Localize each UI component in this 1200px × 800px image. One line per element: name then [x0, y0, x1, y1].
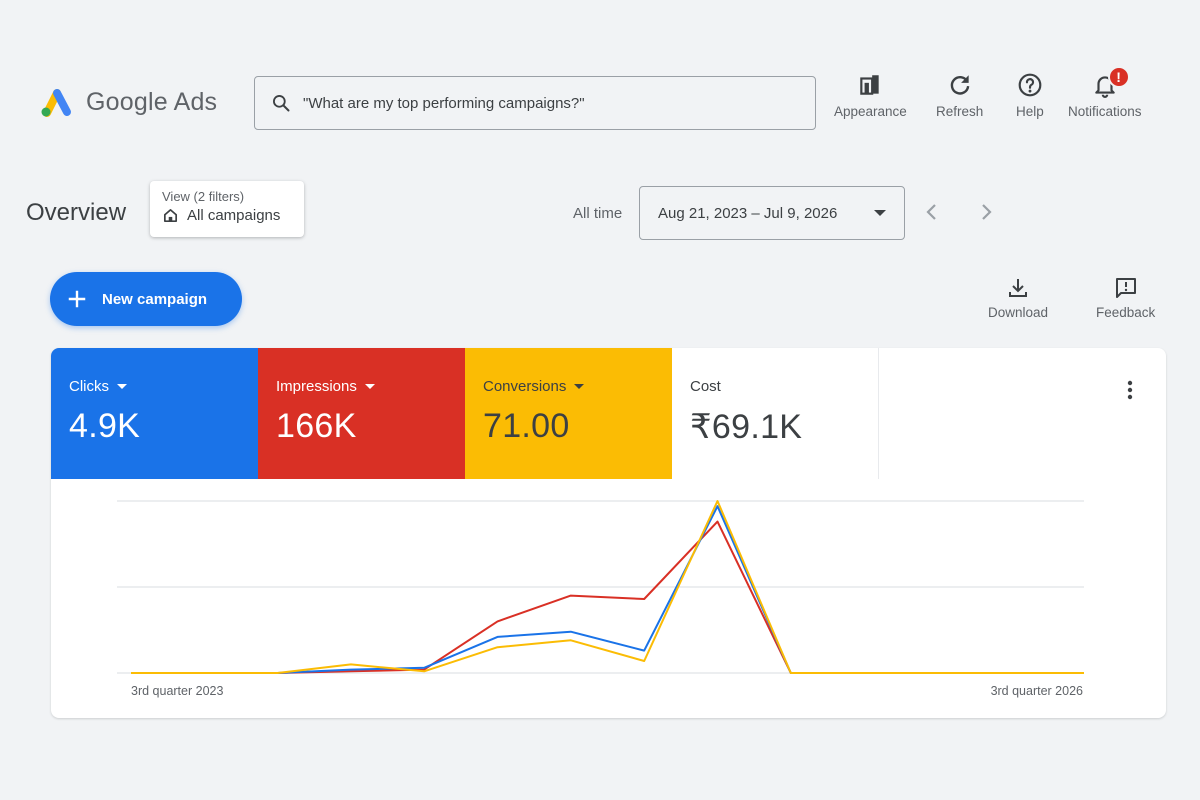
performance-card: Clicks 4.9K Impressions 166K Conversions… [51, 348, 1166, 718]
chart-series-line [131, 500, 1084, 674]
google-ads-mark-icon [41, 89, 71, 117]
help-label: Help [1016, 104, 1044, 119]
metric-label: Conversions [483, 378, 567, 395]
help-button[interactable]: Help [1016, 72, 1044, 119]
help-icon [1018, 73, 1042, 97]
refresh-button[interactable]: Refresh [936, 72, 983, 119]
metric-label: Clicks [69, 378, 109, 395]
filter-count-label: View (2 filters) [162, 189, 245, 204]
refresh-icon [950, 75, 969, 95]
date-prefix-label: All time [573, 205, 623, 222]
date-range-value: Aug 21, 2023 – Jul 9, 2026 [658, 204, 838, 222]
download-button[interactable]: Download [988, 276, 1048, 320]
metric-conversions[interactable]: Conversions 71.00 [465, 348, 672, 479]
download-icon [1009, 279, 1028, 297]
refresh-label: Refresh [936, 104, 984, 119]
search-bar[interactable] [254, 76, 816, 130]
brand-name: Google Ads [86, 87, 218, 116]
filter-selection-label: All campaigns [187, 207, 281, 224]
appearance-icon [860, 75, 880, 95]
campaign-filter-selector[interactable]: View (2 filters) All campaigns [150, 181, 304, 237]
date-range-picker[interactable]: Aug 21, 2023 – Jul 9, 2026 [639, 186, 905, 240]
notification-badge: ! [1107, 66, 1130, 88]
new-campaign-label: New campaign [102, 290, 208, 308]
page-title: Overview [26, 199, 127, 226]
chevron-left-icon[interactable] [920, 200, 944, 224]
caret-down-icon [117, 384, 127, 389]
appearance-button[interactable]: Appearance [834, 72, 907, 119]
google-ads-logo[interactable]: Google Ads [38, 86, 217, 118]
performance-line-chart: 3rd quarter 2023 3rd quarter 2026 [117, 500, 1084, 698]
download-label: Download [988, 305, 1049, 320]
chevron-right-icon[interactable] [974, 200, 998, 224]
more-options-icon[interactable] [1122, 378, 1138, 402]
search-icon [273, 95, 290, 112]
chevron-down-icon [874, 210, 886, 216]
feedback-button[interactable]: Feedback [1096, 276, 1155, 320]
metric-value: 4.9K [69, 407, 141, 445]
x-axis-tick-label: 3rd quarter 2026 [991, 684, 1083, 698]
metric-impressions[interactable]: Impressions 166K [258, 348, 465, 479]
metric-value: ₹69.1K [690, 408, 803, 446]
metric-clicks[interactable]: Clicks 4.9K [51, 348, 258, 479]
metric-label: Impressions [276, 378, 357, 395]
metric-label: Cost [690, 378, 721, 395]
caret-down-icon [364, 384, 375, 389]
home-icon [163, 208, 178, 223]
new-campaign-button[interactable]: New campaign [50, 272, 242, 326]
appearance-label: Appearance [834, 104, 907, 119]
plus-icon [68, 290, 86, 308]
metric-cost[interactable]: Cost ₹69.1K [672, 348, 879, 479]
notifications-button[interactable]: ! Notifications [1068, 66, 1142, 119]
feedback-icon [1115, 278, 1136, 298]
chart-series-line [131, 505, 1084, 674]
caret-down-icon [574, 384, 585, 389]
notifications-label: Notifications [1068, 104, 1142, 119]
x-axis-tick-label: 3rd quarter 2023 [131, 684, 223, 698]
search-input[interactable] [303, 94, 783, 112]
metric-value: 166K [276, 407, 357, 445]
metric-value: 71.00 [483, 407, 570, 445]
feedback-label: Feedback [1096, 305, 1156, 320]
